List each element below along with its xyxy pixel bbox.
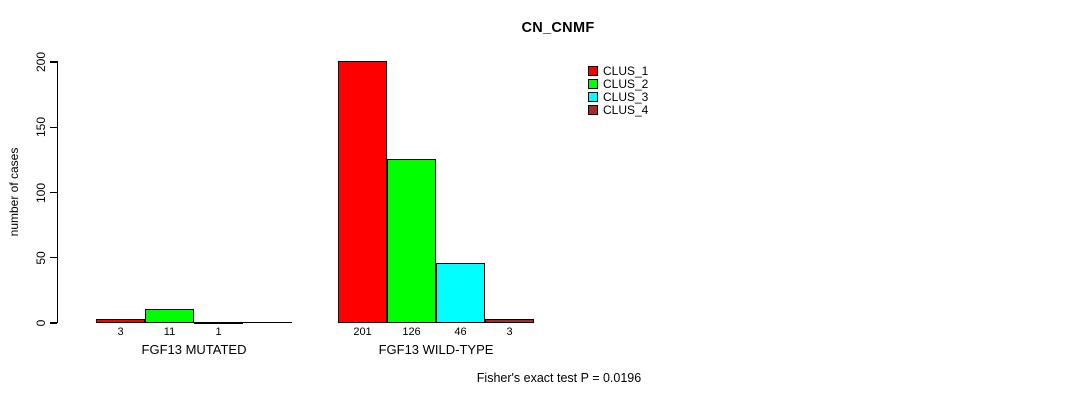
bar-value-label: 201 (353, 326, 372, 338)
y-axis-title: number of cases (7, 147, 21, 237)
bar-clus_4-group1 (243, 322, 292, 323)
legend-swatch-icon (588, 66, 598, 77)
chart-title: CN_CNMF (521, 20, 595, 36)
y-tick (50, 61, 57, 63)
legend-swatch-icon (588, 91, 598, 102)
legend-item-clus_3: CLUS_3 (588, 91, 648, 104)
legend-item-clus_2: CLUS_2 (588, 78, 648, 91)
legend-label: CLUS_3 (603, 89, 649, 104)
bar-clus_3-group1 (194, 321, 243, 324)
legend-item-clus_1: CLUS_1 (588, 65, 648, 78)
bar-value-label: 46 (454, 326, 467, 338)
legend-swatch-icon (588, 104, 598, 115)
y-tick (50, 191, 57, 194)
x-group-label-2: FGF13 WILD-TYPE (378, 342, 494, 357)
bar-value-label: 11 (163, 326, 176, 338)
bar-clus_2-group1 (145, 308, 194, 323)
bar-clus_1-group1 (96, 319, 145, 323)
bar-value-label: 126 (402, 326, 421, 338)
y-tick (50, 126, 57, 128)
y-tick-label: 100 (34, 182, 48, 203)
legend-item-clus_4: CLUS_4 (588, 103, 648, 116)
x-group-label-1: FGF13 MUTATED (141, 342, 247, 357)
y-tick-label: 50 (34, 251, 48, 265)
y-tick-label: 150 (34, 117, 48, 138)
legend-label: CLUS_1 (603, 64, 649, 79)
bar-value-label: 1 (215, 326, 222, 338)
y-tick-label: 0 (34, 319, 48, 327)
y-tick (50, 257, 57, 259)
y-axis-line (57, 61, 59, 323)
bar-clus_1-group2 (338, 60, 387, 323)
legend-label: CLUS_2 (603, 77, 649, 92)
y-tick (50, 322, 57, 324)
y-tick-label: 200 (34, 52, 48, 73)
legend-swatch-icon (588, 79, 598, 90)
legend: CLUS_1 CLUS_2 CLUS_3 CLUS_4 (588, 65, 648, 116)
bar-clus_3-group2 (436, 262, 485, 323)
bar-value-label: 3 (506, 326, 513, 338)
bar-clus_2-group2 (387, 158, 436, 323)
bar-value-label: 3 (117, 326, 124, 338)
fisher-test-annotation: Fisher's exact test P = 0.0196 (476, 371, 642, 385)
legend-label: CLUS_4 (603, 102, 649, 117)
bar-clus_4-group2 (485, 319, 534, 323)
